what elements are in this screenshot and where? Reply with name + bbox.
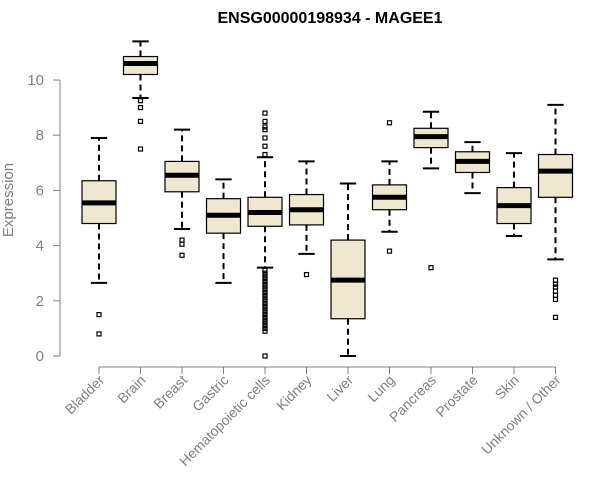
y-tick-label: 4 [36, 238, 44, 255]
outlier-point [262, 278, 268, 285]
box-bladder [81, 136, 117, 337]
outlier-point [552, 296, 559, 303]
outlier-point [303, 271, 310, 278]
box-skin [496, 152, 532, 237]
outlier-point [262, 298, 268, 304]
outlier-point [552, 292, 559, 298]
outlier-point [552, 281, 559, 287]
outlier-point [262, 118, 268, 125]
y-axis-label: Expression [0, 163, 17, 237]
box-kidney [288, 160, 325, 278]
box-pancreas [413, 110, 449, 271]
chart-title: ENSG00000198934 - MAGEE1 [217, 10, 442, 27]
outlier-point [386, 120, 393, 126]
box-hematopoietic-cells [247, 110, 283, 359]
outlier-point [262, 289, 268, 296]
outlier-point [262, 124, 268, 130]
outlier-point [137, 146, 144, 152]
outlier-point [262, 314, 268, 320]
outlier-point [552, 277, 559, 283]
box-breast [164, 128, 200, 258]
outlier-point [96, 331, 102, 337]
outlier-point [552, 288, 559, 294]
outlier-point [262, 135, 268, 141]
outlier-point [262, 110, 268, 116]
y-tick-label: 2 [36, 293, 44, 310]
box-lung [371, 120, 408, 254]
outlier-point [137, 118, 144, 125]
outlier-point [428, 265, 434, 271]
x-tick-label: Breast [150, 372, 190, 412]
outlier-point [262, 284, 268, 290]
x-tick-label: Prostate [432, 372, 480, 420]
iqr-box [537, 153, 574, 198]
outlier-point [262, 300, 268, 307]
box-unknown-other [537, 103, 574, 320]
box-brain [122, 40, 159, 152]
x-tick-label: Skin [492, 372, 523, 403]
x-tick-label: Lung [364, 372, 397, 405]
outlier-point [262, 267, 268, 274]
outlier-point [262, 312, 268, 318]
outlier-point [262, 143, 268, 149]
outlier-point [137, 98, 144, 104]
outlier-point [262, 270, 268, 276]
outlier-point [262, 151, 268, 158]
outlier-point [262, 309, 268, 315]
y-tick-label: 10 [27, 72, 44, 89]
outlier-point [262, 281, 268, 287]
outlier-point [137, 104, 144, 111]
x-tick-label: Bladder [62, 372, 108, 418]
box-series [81, 40, 574, 359]
outlier-point [552, 314, 559, 320]
outlier-point [552, 284, 559, 290]
outlier-point [386, 248, 393, 254]
outlier-point [262, 328, 268, 334]
outlier-point [179, 252, 185, 258]
outlier-point [262, 353, 268, 359]
y-tick-label: 8 [36, 127, 44, 144]
outlier-point [179, 237, 185, 243]
outlier-point [262, 287, 268, 293]
outlier-point [96, 312, 102, 318]
box-prostate [454, 141, 491, 195]
outlier-point [262, 323, 268, 329]
outlier-point [179, 241, 185, 247]
outlier-point [262, 306, 268, 312]
outlier-point [262, 276, 268, 282]
y-tick-label: 6 [36, 182, 44, 199]
outlier-point [262, 303, 268, 309]
x-tick-label: Liver [323, 372, 356, 405]
outlier-point [262, 295, 268, 301]
x-tick-label: Brain [114, 372, 148, 406]
outlier-point [262, 127, 268, 133]
outlier-point [262, 320, 268, 326]
box-gastric [205, 178, 242, 284]
outlier-point [262, 325, 268, 331]
box-liver [330, 182, 366, 357]
x-tick-label: Unknown / Other [478, 372, 564, 458]
x-tick-label: Kidney [273, 372, 315, 414]
y-axis: 0 2 4 6 8 10 [27, 72, 61, 365]
y-tick-label: 0 [36, 348, 44, 365]
outlier-point [262, 273, 268, 279]
outlier-point [262, 292, 268, 298]
outlier-point [262, 317, 268, 323]
